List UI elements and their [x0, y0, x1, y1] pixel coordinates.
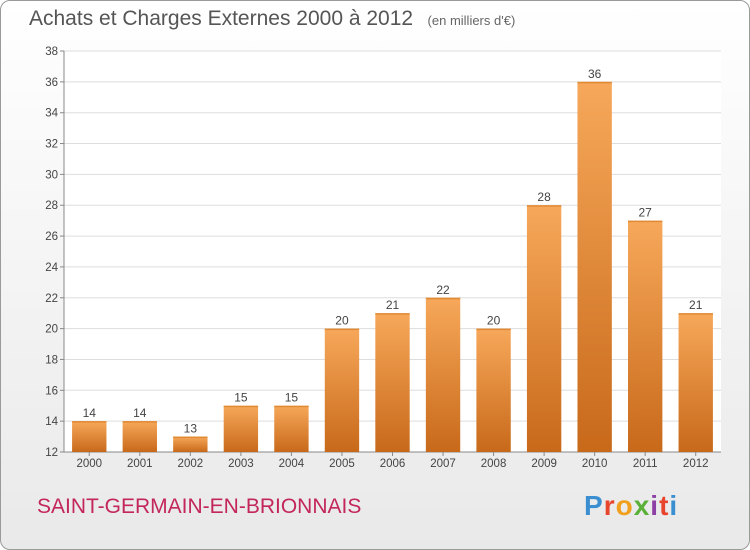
- bar-top-edge: [526, 205, 562, 207]
- bar: [577, 81, 612, 452]
- y-tick-label: 24: [45, 262, 58, 274]
- bar-top-edge: [628, 220, 663, 223]
- bar-value-label: 15: [234, 391, 248, 405]
- bar: [425, 297, 461, 452]
- x-tick-label: 2011: [633, 458, 658, 470]
- x-tick-label: 2007: [430, 458, 456, 470]
- bar-value-label: 14: [83, 406, 97, 420]
- bar: [274, 405, 309, 452]
- x-tick-label: 2005: [329, 458, 355, 470]
- logo-letter: i: [650, 490, 660, 521]
- bar-top-edge: [425, 297, 461, 300]
- x-tick-label: 2010: [582, 458, 608, 470]
- bar: [526, 205, 562, 452]
- y-tick-label: 16: [45, 385, 58, 397]
- bar-value-label: 28: [537, 190, 551, 204]
- x-tick-label: 2006: [380, 458, 406, 470]
- bar-value-label: 20: [335, 314, 349, 328]
- x-tick-label: 2000: [76, 458, 102, 470]
- bar: [375, 313, 410, 452]
- logo-letter: x: [633, 490, 651, 521]
- chart-title: Achats et Charges Externes 2000 à 2012: [29, 7, 414, 30]
- bar-value-label: 21: [689, 298, 703, 312]
- y-tick-label: 36: [45, 77, 58, 89]
- y-tick-label: 26: [45, 231, 58, 243]
- bar: [678, 313, 713, 452]
- x-tick-label: 2004: [279, 458, 305, 470]
- logo-letter: o: [615, 490, 634, 521]
- logo-letter: i: [669, 490, 679, 521]
- proxiti-logo: Proxiti: [584, 490, 678, 522]
- logo-letter: r: [603, 490, 616, 521]
- bar-value-label: 14: [133, 406, 147, 420]
- y-tick-label: 12: [45, 447, 58, 459]
- x-tick-label: 2003: [228, 458, 254, 470]
- bar: [223, 405, 259, 452]
- logo-letter: t: [659, 490, 670, 521]
- y-tick-label: 14: [45, 416, 58, 428]
- bar-top-edge: [678, 313, 713, 315]
- bar-top-edge: [122, 421, 157, 423]
- bar-value-label: 22: [436, 283, 450, 297]
- y-tick-label: 28: [45, 200, 58, 212]
- y-tick-label: 30: [45, 169, 58, 181]
- bar: [72, 421, 107, 452]
- bar-value-label: 36: [588, 67, 602, 81]
- bar-top-edge: [223, 405, 259, 408]
- x-tick-label: 2009: [531, 458, 557, 470]
- bar-value-label: 20: [487, 314, 501, 328]
- bar-value-label: 27: [639, 206, 653, 220]
- bar: [628, 220, 663, 452]
- y-tick-label: 32: [45, 139, 58, 151]
- y-tick-label: 20: [45, 324, 58, 336]
- bar: [476, 328, 511, 452]
- bar-top-edge: [577, 81, 612, 84]
- bar-top-edge: [324, 328, 360, 331]
- bar: [324, 328, 360, 452]
- bar-top-edge: [476, 328, 511, 331]
- x-tick-label: 2008: [481, 458, 507, 470]
- bar-value-label: 15: [285, 391, 299, 405]
- bar-top-edge: [72, 421, 107, 423]
- chart-unit: (en milliers d'€): [427, 13, 516, 28]
- logo-letter: P: [584, 490, 604, 521]
- x-tick-label: 2002: [178, 458, 204, 470]
- y-tick-label: 18: [45, 354, 58, 366]
- bar-value-label: 21: [386, 298, 400, 312]
- y-tick-label: 22: [45, 293, 58, 305]
- y-tick-label: 38: [45, 46, 58, 58]
- title-row: Achats et Charges Externes 2000 à 2012 (…: [29, 7, 515, 31]
- bar: [122, 421, 157, 452]
- y-tick-label: 34: [45, 108, 58, 120]
- commune-name: SAINT-GERMAIN-EN-BRIONNAIS: [37, 495, 362, 518]
- x-tick-label: 2012: [683, 458, 709, 470]
- bar: [173, 436, 208, 452]
- bar-top-edge: [173, 436, 208, 439]
- bar-value-label: 13: [184, 422, 198, 436]
- bar-top-edge: [375, 313, 410, 315]
- x-tick-label: 2001: [127, 458, 153, 470]
- bar-top-edge: [274, 405, 309, 408]
